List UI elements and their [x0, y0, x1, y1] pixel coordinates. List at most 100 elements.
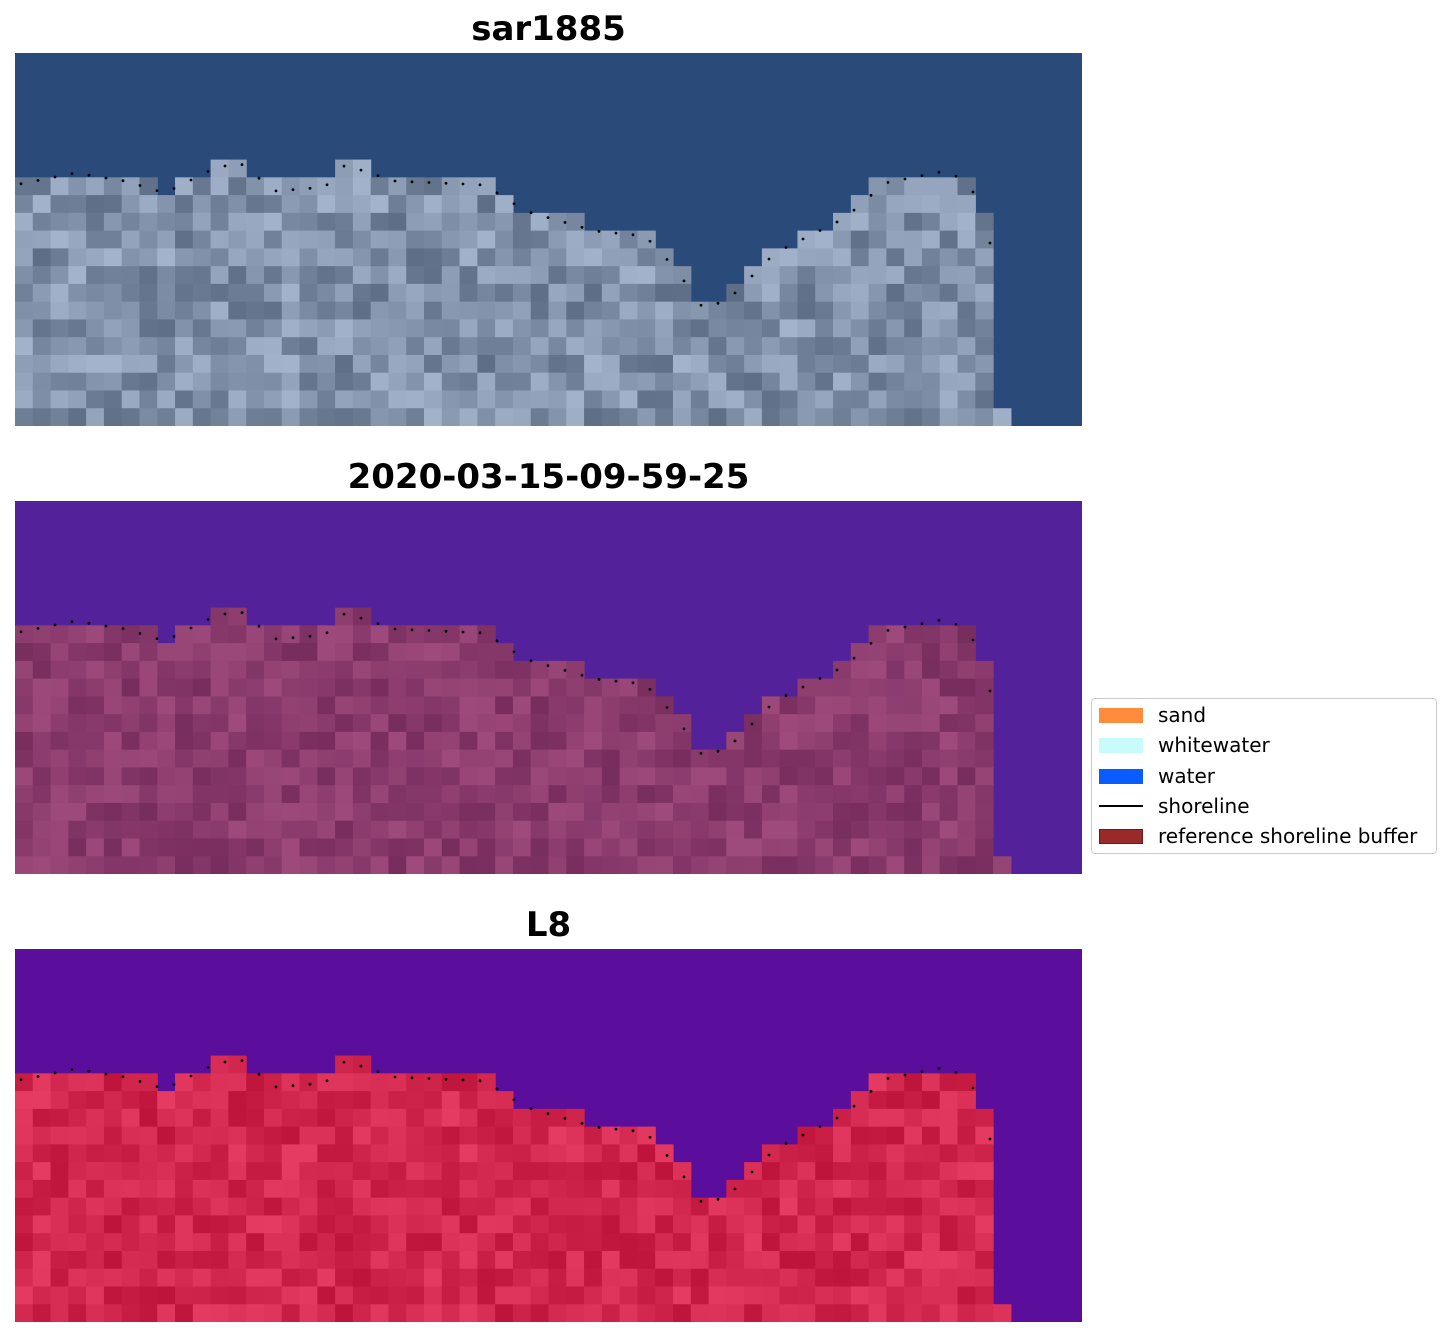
land-pixel: [957, 660, 976, 680]
land-pixel: [210, 159, 229, 178]
land-pixel: [121, 372, 141, 392]
land-pixel: [637, 248, 656, 267]
land-pixel: [281, 802, 301, 822]
land-pixel: [32, 714, 52, 733]
land-pixel: [868, 1073, 887, 1092]
land-pixel: [210, 1250, 229, 1270]
land-pixel: [317, 802, 336, 822]
shoreline-point: [631, 1129, 635, 1133]
land-pixel: [584, 248, 603, 267]
land-pixel: [495, 643, 514, 662]
land-pixel: [192, 678, 212, 697]
land-pixel: [335, 607, 354, 626]
shoreline-point: [818, 1125, 822, 1128]
land-pixel: [619, 408, 639, 426]
land-pixel: [32, 1304, 52, 1322]
shoreline-point: [835, 220, 839, 224]
land-pixel: [317, 1197, 336, 1217]
shoreline-point: [580, 1121, 584, 1125]
land-pixel: [424, 785, 443, 804]
land-pixel: [263, 195, 283, 214]
land-pixel: [50, 785, 69, 804]
land-pixel: [601, 230, 621, 249]
land-pixel: [495, 838, 514, 857]
land-pixel: [103, 195, 123, 214]
land-pixel: [957, 1304, 976, 1322]
land-pixel: [335, 643, 354, 662]
land-pixel: [68, 785, 87, 804]
land-pixel: [477, 625, 496, 644]
land-pixel: [50, 1286, 69, 1305]
shoreline-point: [478, 183, 482, 187]
land-pixel: [192, 1179, 212, 1199]
land-pixel: [281, 785, 301, 804]
land-pixel: [477, 1304, 496, 1322]
land-pixel: [335, 177, 354, 196]
land-pixel: [904, 1179, 923, 1199]
land-pixel: [15, 319, 34, 338]
shoreline-point: [665, 1154, 669, 1157]
land-pixel: [619, 372, 639, 392]
land-pixel: [441, 1250, 461, 1270]
land-pixel: [708, 749, 727, 769]
land-pixel: [281, 1091, 301, 1110]
land-pixel: [352, 731, 372, 751]
land-pixel: [228, 731, 247, 751]
land-pixel: [352, 1233, 372, 1252]
land-pixel: [406, 1144, 425, 1163]
land-pixel: [86, 714, 105, 733]
land-pixel: [850, 1179, 870, 1199]
land-pixel: [921, 354, 941, 374]
land-pixel: [299, 1091, 318, 1110]
land-pixel: [388, 749, 407, 769]
land-pixel: [548, 1286, 567, 1305]
land-pixel: [139, 212, 158, 232]
land-pixel: [726, 408, 745, 426]
land-pixel: [121, 195, 141, 214]
land-pixel: [779, 767, 799, 786]
land-pixel: [15, 767, 34, 786]
shoreline-point: [546, 216, 550, 220]
land-pixel: [850, 372, 870, 392]
land-pixel: [708, 337, 727, 356]
land-pixel: [139, 785, 158, 804]
land-pixel: [192, 643, 212, 662]
land-pixel: [175, 266, 194, 285]
land-pixel: [370, 1179, 390, 1199]
land-pixel: [655, 301, 674, 321]
land-pixel: [32, 731, 52, 751]
land-pixel: [584, 1215, 603, 1234]
land-pixel: [921, 248, 941, 267]
land-pixel: [335, 731, 354, 751]
shoreline-point: [648, 687, 652, 691]
land-pixel: [228, 802, 247, 822]
shoreline-point: [155, 637, 159, 640]
land-pixel: [370, 1144, 390, 1163]
land-pixel: [86, 660, 105, 680]
land-pixel: [921, 1144, 941, 1163]
land-pixel: [228, 1073, 247, 1092]
land-pixel: [121, 212, 141, 232]
land-pixel: [210, 1126, 229, 1145]
land-pixel: [175, 1162, 194, 1181]
land-pixel: [548, 372, 567, 392]
land-pixel: [263, 1304, 283, 1322]
land-pixel: [406, 1073, 425, 1092]
land-pixel: [921, 1268, 941, 1288]
land-pixel: [584, 283, 603, 303]
land-pixel: [708, 372, 727, 392]
land-pixel: [299, 372, 318, 392]
land-pixel: [263, 212, 283, 232]
land-pixel: [246, 1250, 265, 1270]
land-pixel: [690, 749, 710, 769]
land-pixel: [210, 856, 229, 874]
land-pixel: [86, 337, 105, 356]
land-pixel: [690, 856, 710, 874]
land-pixel: [441, 390, 461, 409]
shoreline-point: [87, 173, 91, 177]
land-pixel: [50, 856, 69, 874]
shoreline-point: [512, 202, 516, 206]
land-pixel: [335, 1055, 354, 1074]
land-pixel: [797, 1215, 816, 1234]
land-pixel: [850, 1108, 870, 1128]
